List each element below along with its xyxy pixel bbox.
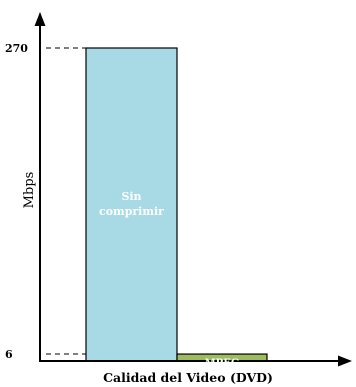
y-tick-label-0: 270 [5,42,28,55]
bar-label-1-1: comprimido [188,370,256,381]
x-axis-title: Calidad del Video (DVD) [103,370,273,385]
bar-label-0-0: Sin [121,190,141,203]
bar-label-0-1: comprimir [99,205,164,218]
y-axis-title: Mbps [22,172,37,209]
bar-0 [85,47,178,362]
y-tick-label-1: 6 [5,348,13,361]
bar-label-1-0: MPEG [205,358,240,369]
bars [85,47,268,362]
axes [34,12,352,367]
y-axis-arrow [34,12,46,26]
x-axis-arrow [338,355,352,367]
tick-labels: 270 6 [5,42,28,361]
